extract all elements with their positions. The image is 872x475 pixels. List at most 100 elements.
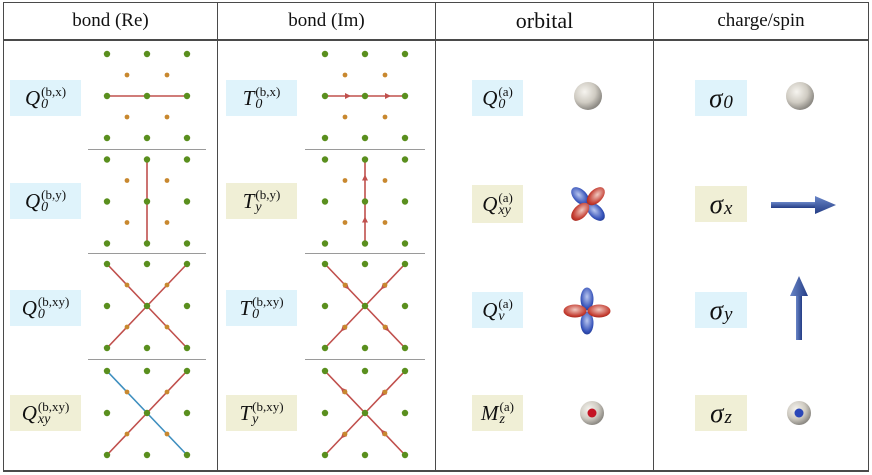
lattice-site [103, 156, 111, 163]
lattice-site [143, 409, 151, 417]
interstitial-site [342, 114, 348, 120]
lattice-site [103, 409, 111, 417]
bond-re-label-0: Q (b,x) 0 [10, 80, 81, 116]
lattice-site [143, 260, 151, 268]
col-border-2 [435, 2, 436, 472]
header-rule [3, 39, 869, 41]
bond-re-label-2: Q (b,xy) 0 [10, 290, 81, 326]
header-bond-re: bond (Re) [72, 10, 149, 31]
lattice-site [321, 451, 329, 459]
lattice-site [321, 302, 329, 310]
lattice-site [183, 92, 191, 100]
lattice-site [361, 409, 369, 417]
lattice-site [143, 134, 151, 142]
lattice-site [321, 367, 329, 375]
lattice-site [321, 260, 329, 268]
interstitial-site [124, 178, 130, 183]
lattice-site [183, 50, 191, 58]
interstitial-site [342, 220, 348, 225]
interstitial-site [342, 389, 348, 395]
bond-lattice-im-1 [321, 156, 409, 247]
interstitial-site [164, 431, 170, 437]
header-bond-im: bond (Im) [288, 10, 365, 31]
bond-re-label-1: Q (b,y) 0 [10, 183, 81, 219]
lattice-site [183, 367, 191, 375]
lattice-site [143, 344, 151, 352]
interstitial-site [382, 72, 388, 78]
dxy-orbital-icon [571, 187, 605, 221]
lattice-site [361, 451, 369, 459]
bond-re-label-3: Q (b,xy) xy [10, 395, 81, 431]
lattice-site [103, 367, 111, 375]
lattice-site [103, 260, 111, 268]
lattice-site [361, 156, 369, 163]
interstitial-site [342, 178, 348, 183]
orbital-label-1: Q (a) xy [472, 185, 523, 223]
interstitial-site [382, 220, 388, 225]
bond-lattice-re-2 [103, 260, 191, 352]
lattice-site [361, 134, 369, 142]
col-border-left [3, 2, 4, 472]
sphere-red-dot-icon [580, 401, 604, 425]
bond-im-label-0: T (b,x) 0 [226, 80, 297, 116]
lattice-site [143, 92, 151, 100]
lattice-site [361, 367, 369, 375]
lattice-site [401, 134, 409, 142]
bond-arrow [385, 93, 391, 99]
interstitial-site [382, 431, 388, 437]
lattice-site [361, 92, 369, 100]
lattice-site [401, 451, 409, 459]
interstitial-site [124, 324, 130, 330]
lattice-site [401, 302, 409, 310]
lattice-site [183, 409, 191, 417]
table-top-border [3, 2, 869, 3]
lattice-site [401, 367, 409, 375]
lattice-site [321, 344, 329, 352]
col-border-1 [217, 2, 218, 472]
lattice-divider [88, 359, 206, 360]
bond-lattice-re-1 [103, 156, 191, 247]
interstitial-site [382, 389, 388, 395]
bond-im-label-3: T (b,xy) y [226, 395, 297, 431]
interstitial-site [342, 324, 348, 330]
interstitial-site [124, 220, 130, 225]
interstitial-site [342, 282, 348, 288]
lattice-site [183, 260, 191, 268]
lattice-site [103, 240, 111, 247]
lattice-divider [88, 253, 206, 254]
bond-arrow [362, 216, 368, 223]
bond-arrow [362, 174, 368, 181]
interstitial-site [164, 178, 170, 183]
arrow-up-icon [790, 276, 808, 340]
interstitial-site [164, 389, 170, 395]
lattice-divider [305, 359, 425, 360]
interstitial-site [382, 178, 388, 183]
interstitial-site [124, 72, 130, 78]
interstitial-site [342, 72, 348, 78]
sphere-icon [574, 82, 602, 110]
lattice-site [361, 260, 369, 268]
dx2y2-orbital-icon [563, 287, 611, 335]
interstitial-site [124, 114, 130, 120]
lattice-site [401, 409, 409, 417]
lattice-divider [88, 149, 206, 150]
sphere-blue-dot-icon [787, 401, 811, 425]
bond-arrow [345, 93, 351, 99]
bond-im-label-1: T (b,y) y [226, 183, 297, 219]
orbital-label-3: M (a) z [472, 395, 523, 431]
lattice-site [401, 92, 409, 100]
lattice-site [143, 50, 151, 58]
lattice-site [401, 198, 409, 205]
bond-lattice-im-2 [321, 260, 409, 352]
lattice-site [183, 302, 191, 310]
interstitial-site [124, 389, 130, 395]
lattice-divider [305, 149, 425, 150]
col-border-right [868, 2, 869, 472]
header-orbital: orbital [515, 8, 574, 33]
lattice-site [401, 240, 409, 247]
bond-lattice-im-3 [321, 367, 409, 459]
